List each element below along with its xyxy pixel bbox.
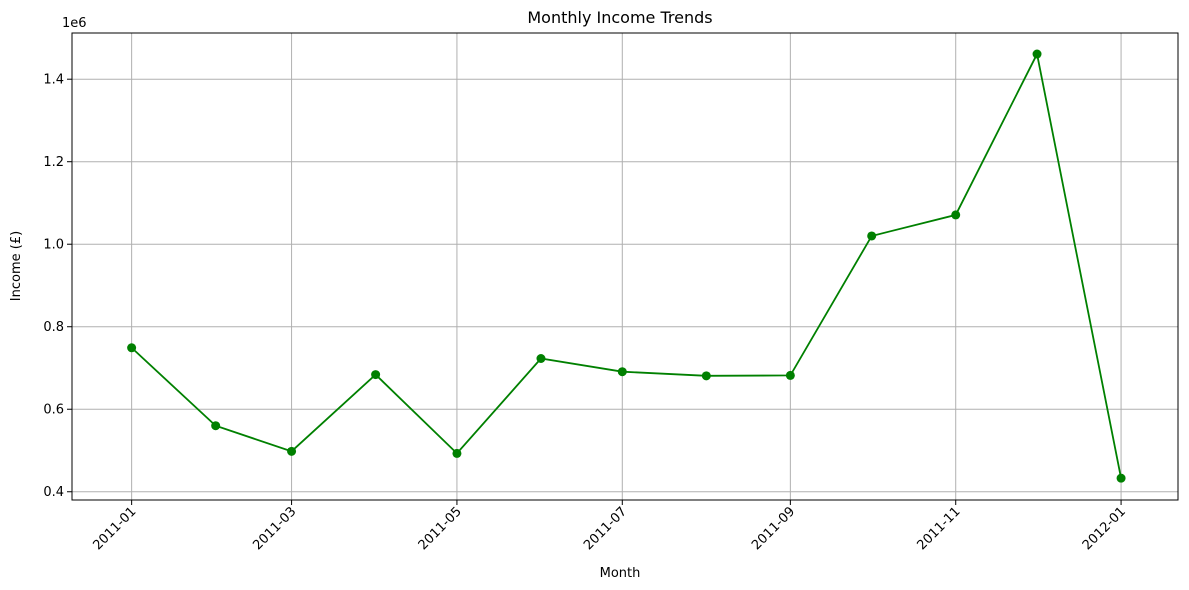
x-tick-label: 2011-03 [250, 504, 299, 553]
x-axis-ticks: 2011-01 2011-03 2011-05 2011-07 2011-09 2011-… [90, 500, 1129, 553]
y-tick-label: 0.8 [43, 320, 64, 335]
data-point [127, 343, 137, 353]
series-line [131, 51, 1122, 479]
data-point [1116, 473, 1126, 483]
y-tick-label: 1.4 [43, 73, 64, 88]
x-tick-label: 2011-01 [90, 504, 139, 553]
x-tick-label: 2012-01 [1080, 504, 1129, 553]
x-tick-label: 2011-09 [749, 504, 798, 553]
y-axis-title: Income (£) [9, 231, 24, 301]
grid [72, 33, 1178, 500]
data-point [287, 446, 297, 456]
data-point [867, 231, 877, 241]
y-tick-label: 1.2 [43, 155, 64, 170]
data-point [452, 448, 462, 458]
x-axis-title: Month [600, 566, 641, 581]
x-tick-label: 2011-05 [416, 504, 465, 553]
data-point [785, 370, 795, 380]
data-point [536, 353, 546, 363]
data-point [371, 370, 381, 380]
data-point [211, 421, 221, 431]
data-point [1032, 49, 1042, 59]
data-point [617, 367, 627, 377]
y-axis-offset-label: 1e6 [62, 16, 87, 31]
y-tick-label: 1.0 [43, 238, 64, 253]
series-layer [127, 49, 1126, 483]
data-point [701, 371, 711, 381]
y-tick-label: 0.6 [43, 403, 64, 418]
x-tick-label: 2011-07 [581, 504, 630, 553]
y-tick-label: 0.4 [43, 485, 64, 500]
chart-title: Monthly Income Trends [527, 8, 712, 27]
data-point [951, 210, 961, 220]
y-axis-ticks: 0.4 0.6 0.8 1.0 1.2 1.4 [43, 73, 72, 500]
x-tick-label: 2011-11 [915, 504, 964, 553]
plot-frame [71, 32, 1179, 501]
